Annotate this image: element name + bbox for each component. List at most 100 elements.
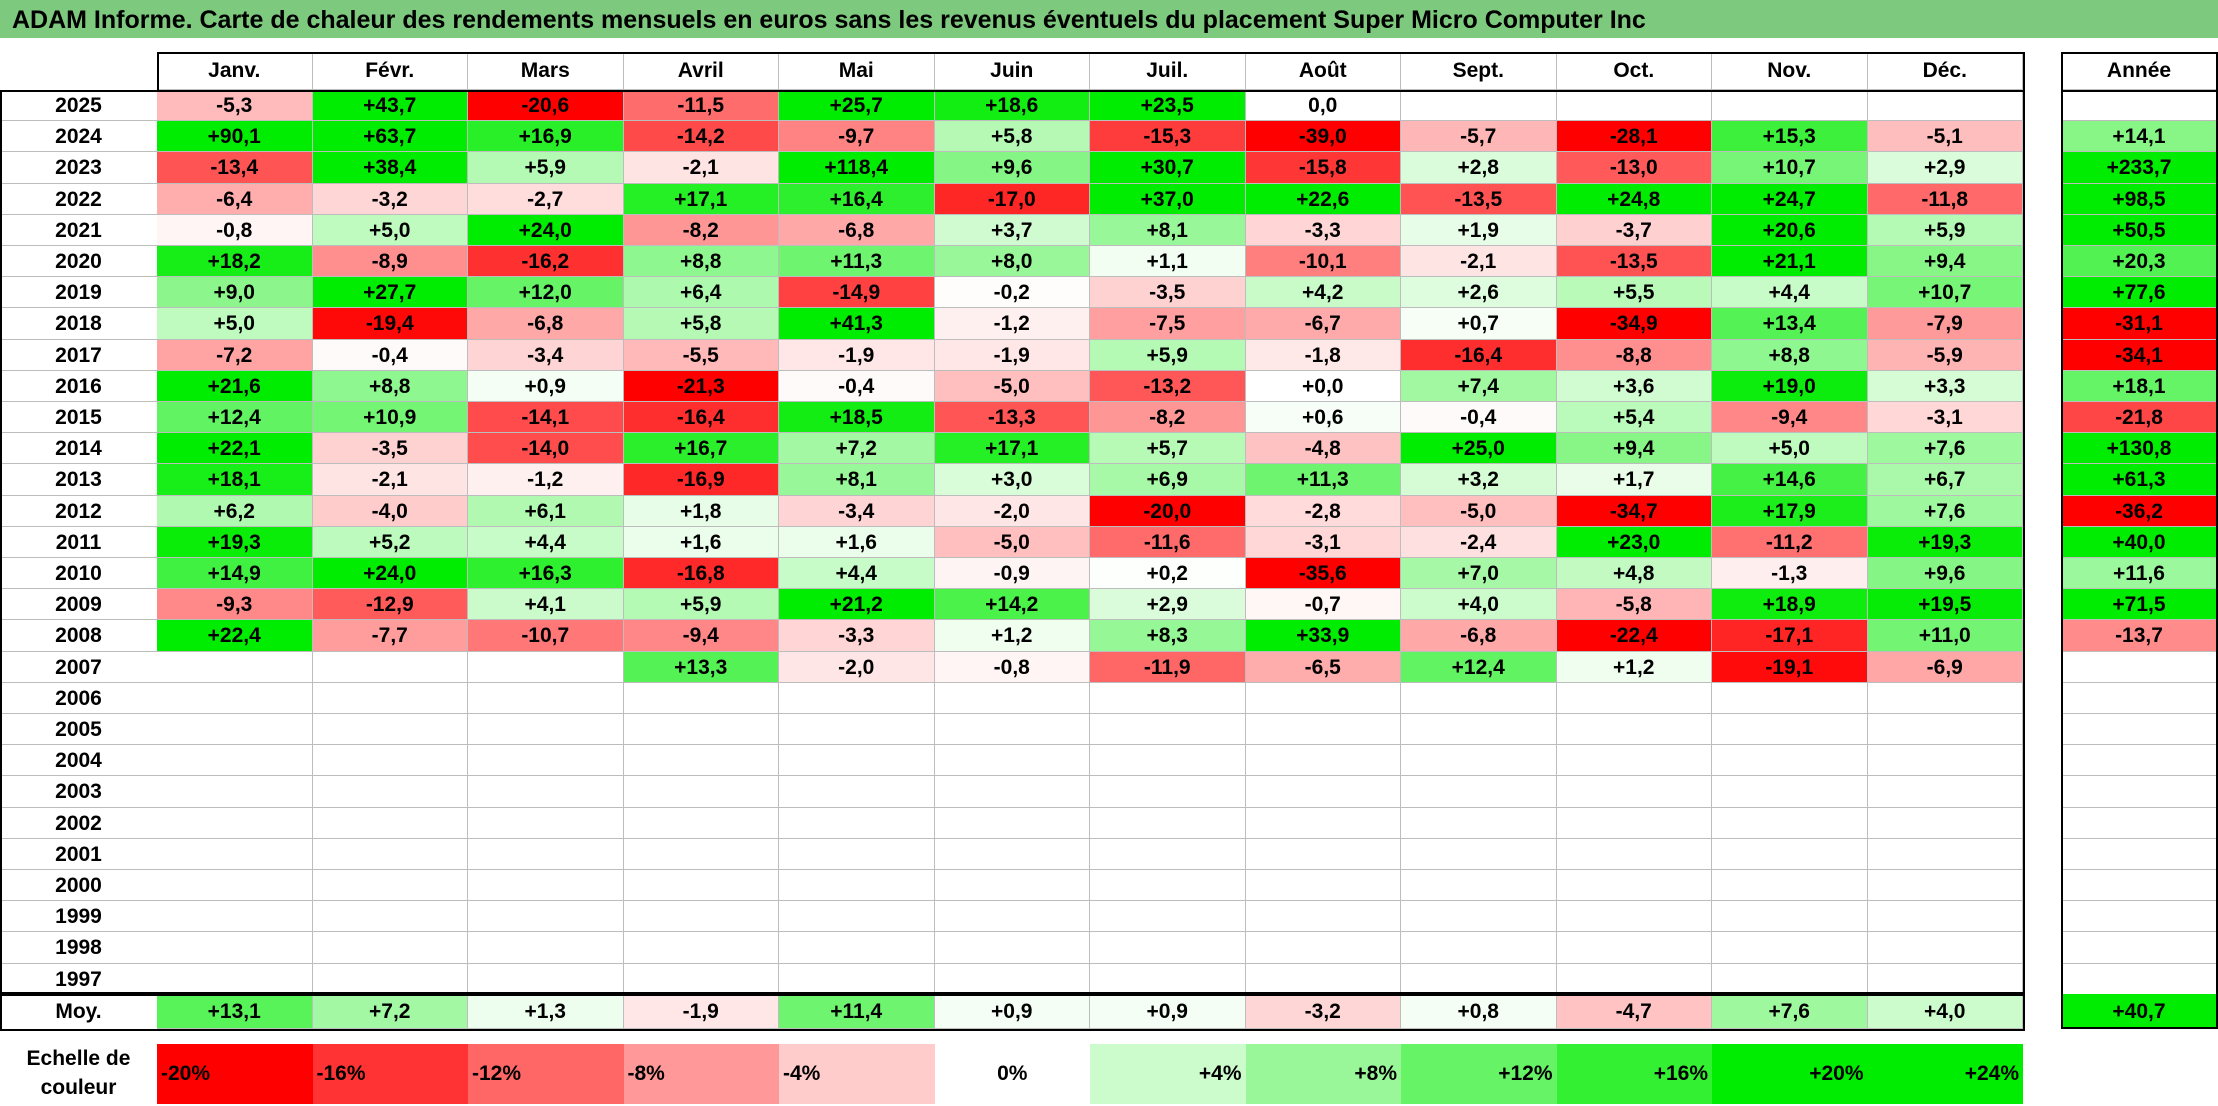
heatmap-cell: -8,9 xyxy=(312,246,468,278)
color-scale-swatch: 0% xyxy=(934,1044,1090,1104)
heatmap-cell xyxy=(623,963,779,995)
heatmap-cell xyxy=(779,838,935,870)
month-header: Juil. xyxy=(1090,52,1246,90)
heatmap-cell xyxy=(468,838,624,870)
heatmap-cell xyxy=(1867,838,2023,870)
heatmap-cell: +11,3 xyxy=(1245,464,1401,496)
heatmap-cell: -8,2 xyxy=(623,214,779,246)
heatmap-cell xyxy=(1556,714,1712,746)
heatmap-cell: -5,0 xyxy=(1401,495,1557,527)
month-header: Mai xyxy=(779,52,935,90)
color-scale-label-line: couleur xyxy=(40,1076,117,1099)
year-label: 2018 xyxy=(0,308,157,340)
heatmap-cell: +7,4 xyxy=(1401,370,1557,402)
heatmap-cell: +21,2 xyxy=(779,589,935,621)
heatmap-cell xyxy=(779,745,935,777)
heatmap-cell xyxy=(468,776,624,808)
heatmap-cell: +4,0 xyxy=(1401,589,1557,621)
color-scale-swatch: -8% xyxy=(623,1044,779,1104)
heatmap-cell xyxy=(779,932,935,964)
color-scale-swatch: +24% xyxy=(1867,1044,2023,1104)
heatmap-cell xyxy=(312,714,468,746)
annual-cell xyxy=(2061,745,2218,777)
heatmap-cell xyxy=(1712,714,1868,746)
average-annual-cell: +40,7 xyxy=(2061,994,2218,1029)
average-cell: +0,9 xyxy=(1090,994,1246,1029)
heatmap-cell: +6,9 xyxy=(1090,464,1246,496)
heatmap-cell xyxy=(779,776,935,808)
heatmap-cell xyxy=(1245,714,1401,746)
heatmap-cell xyxy=(157,870,313,902)
heatmap-cell: +22,1 xyxy=(157,433,313,465)
heatmap-cell: -2,4 xyxy=(1401,526,1557,558)
heatmap-cell: -5,9 xyxy=(1867,339,2023,371)
heatmap-cell xyxy=(1401,776,1557,808)
heatmap-cell: -10,7 xyxy=(468,620,624,652)
heatmap-cell: -20,0 xyxy=(1090,495,1246,527)
heatmap-cell: +1,2 xyxy=(934,620,1090,652)
heatmap-cell: -5,3 xyxy=(157,90,313,122)
month-header: Sept. xyxy=(1401,52,1557,90)
heatmap-cell xyxy=(312,932,468,964)
heatmap-cell: -6,5 xyxy=(1245,651,1401,683)
heatmap-cell xyxy=(934,807,1090,839)
heatmap-cell: +63,7 xyxy=(312,121,468,153)
heatmap-cell xyxy=(1867,807,2023,839)
heatmap-cell: +6,4 xyxy=(623,277,779,309)
heatmap-cell xyxy=(623,745,779,777)
heatmap-cell: +37,0 xyxy=(1090,183,1246,215)
heatmap-cell: +19,5 xyxy=(1867,589,2023,621)
heatmap-cell: -13,3 xyxy=(934,402,1090,434)
annual-cell: -36,2 xyxy=(2061,495,2218,527)
heatmap-cell: -13,2 xyxy=(1090,370,1246,402)
heatmap-cell xyxy=(1401,682,1557,714)
heatmap-cell xyxy=(157,776,313,808)
heatmap-cell xyxy=(312,745,468,777)
annual-cell xyxy=(2061,90,2218,122)
heatmap-cell xyxy=(1867,682,2023,714)
heatmap-cell: +5,0 xyxy=(157,308,313,340)
heatmap-cell xyxy=(157,651,313,683)
heatmap-cell: -35,6 xyxy=(1245,558,1401,590)
heatmap-cell: -2,1 xyxy=(1401,246,1557,278)
heatmap-cell xyxy=(312,963,468,995)
heatmap-cell xyxy=(1090,776,1246,808)
year-label: 2010 xyxy=(0,558,157,590)
heatmap-cell: -4,8 xyxy=(1245,433,1401,465)
heatmap-cell xyxy=(1867,714,2023,746)
heatmap-cell: +0,0 xyxy=(1245,370,1401,402)
annual-cell: +14,1 xyxy=(2061,121,2218,153)
annual-cell: +98,5 xyxy=(2061,183,2218,215)
heatmap-cell xyxy=(623,901,779,933)
year-label: 2008 xyxy=(0,620,157,652)
heatmap-cell: +19,0 xyxy=(1712,370,1868,402)
year-label: 2012 xyxy=(0,496,157,527)
heatmap-cell xyxy=(623,714,779,746)
heatmap-cell: -3,7 xyxy=(1556,214,1712,246)
heatmap-cell: -2,1 xyxy=(623,152,779,184)
heatmap-cell: +16,9 xyxy=(468,121,624,153)
year-label: 2014 xyxy=(0,433,157,465)
average-cell: -4,7 xyxy=(1556,994,1712,1029)
heatmap-cell xyxy=(1712,745,1868,777)
heatmap-cell: +2,8 xyxy=(1401,152,1557,184)
heatmap-cell xyxy=(1245,838,1401,870)
heatmap-cell: +18,1 xyxy=(157,464,313,496)
heatmap-cell: -14,0 xyxy=(468,433,624,465)
heatmap-cell xyxy=(468,682,624,714)
heatmap-cell: +17,1 xyxy=(623,183,779,215)
heatmap-cell: 0,0 xyxy=(1245,90,1401,122)
heatmap-cell xyxy=(1712,838,1868,870)
heatmap-cell: -17,1 xyxy=(1712,620,1868,652)
heatmap-cell: -16,2 xyxy=(468,246,624,278)
heatmap-cell: -7,5 xyxy=(1090,308,1246,340)
heatmap-cell xyxy=(1245,963,1401,995)
heatmap-cell: +3,3 xyxy=(1867,370,2023,402)
annual-cell: +40,0 xyxy=(2061,526,2218,558)
heatmap-cell: -3,4 xyxy=(779,495,935,527)
heatmap-cell: +11,0 xyxy=(1867,620,2023,652)
annual-cell xyxy=(2061,714,2218,746)
year-label: 2000 xyxy=(0,870,157,902)
heatmap-cell xyxy=(1556,90,1712,122)
heatmap-cell: -3,4 xyxy=(468,339,624,371)
